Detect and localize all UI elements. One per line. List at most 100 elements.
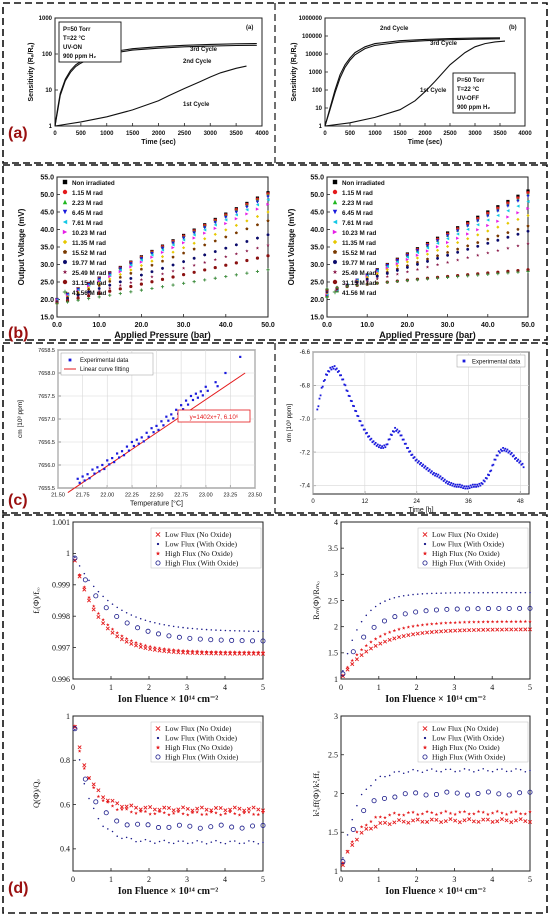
x-tick-label: 3000 [468,131,482,137]
data-point [375,274,379,278]
data-point [150,259,154,263]
fit-equation-border [177,409,251,423]
data-point [105,626,110,631]
data-point [247,810,251,814]
data-point [350,658,355,663]
data-point [414,459,417,462]
data-point [437,473,440,476]
y-axis-label: Output Voltage (mV) [17,208,26,285]
data-point [454,770,456,773]
x-tick-label: 23.00 [199,493,213,499]
data-point [251,805,256,810]
data-point [224,254,228,259]
data-point [496,768,499,771]
data-point [255,214,260,219]
data-point [160,255,165,259]
data-point [334,368,337,371]
data-point [181,266,186,270]
x-axis-label: Applied Pressure (bar) [114,330,211,340]
data-point [506,792,512,798]
data-point [466,237,470,241]
data-point [496,605,502,611]
data-point [77,572,82,577]
data-point [108,273,112,277]
chart-d-1: 0 1 2 3 4 5 0.996 0.997 0.998 0.999 1 1.001 Ion Flue… [31,518,266,705]
data-point [245,208,249,212]
data-point [518,811,523,816]
x-tick-label: 1 [377,875,381,884]
data-point [456,250,460,254]
y-tick-label: 0.999 [52,581,70,590]
legend-entry: High Flux (With Oxide) [432,559,506,568]
data-point [446,250,450,254]
data-point [323,379,326,381]
data-point [384,600,386,602]
data-point [62,179,68,185]
data-point [139,258,143,262]
data-point [182,260,185,264]
legend-entry: Experimental data [80,358,129,364]
data-point [98,470,101,473]
data-point [186,403,190,406]
data-point [384,775,386,778]
y-tick-label: 2.5 [328,751,338,760]
data-point [495,619,500,624]
data-point [182,238,186,242]
data-point [406,810,411,815]
data-point [340,671,346,677]
y-tick-label: -7.4 [300,484,311,490]
data-point [486,812,490,816]
data-point [182,241,186,245]
data-point [124,620,130,626]
data-point [150,275,154,279]
data-point [82,577,88,583]
data-point [443,478,446,481]
data-point [77,749,82,753]
y-tick-label: 10000 [305,52,322,58]
y-tick-label: 55.0 [310,174,324,181]
data-point [381,445,384,448]
data-point [255,207,260,211]
y-tick-label: 25.0 [310,279,324,286]
data-point [446,480,448,483]
data-point [166,649,171,654]
data-point [356,629,358,631]
data-point [506,605,512,611]
data-point [420,462,422,464]
data-point [190,649,195,653]
sub-panel-label: (b) [509,25,517,31]
data-point [374,779,377,781]
data-point [425,265,430,269]
data-point [387,822,392,827]
data-point [93,799,99,805]
data-point [482,479,485,482]
data-point [409,450,412,453]
data-point [458,620,462,624]
data-point [119,637,124,642]
data-point [467,817,472,822]
data-point [97,277,101,281]
data-point [228,807,233,812]
data-point [160,250,165,255]
x-tick-label: 0.0 [322,322,332,329]
data-point [454,606,460,612]
x-axis-label: Ion Fluence × 10¹⁴ cm⁻² [118,694,219,705]
data-point [111,830,114,833]
data-point [435,245,440,249]
data-point [462,359,466,363]
data-point [468,769,470,771]
x-tick-label: 3500 [229,131,243,137]
data-point [83,572,86,575]
data-point [262,630,264,633]
data-point [461,484,463,487]
data-point [115,801,120,806]
series [74,728,264,845]
data-point [431,592,433,595]
data-point [445,768,447,771]
data-point [527,789,533,795]
data-point [111,457,114,460]
data-point [376,443,379,446]
data-point [354,837,359,842]
data-point [443,819,448,824]
data-point [155,424,158,427]
